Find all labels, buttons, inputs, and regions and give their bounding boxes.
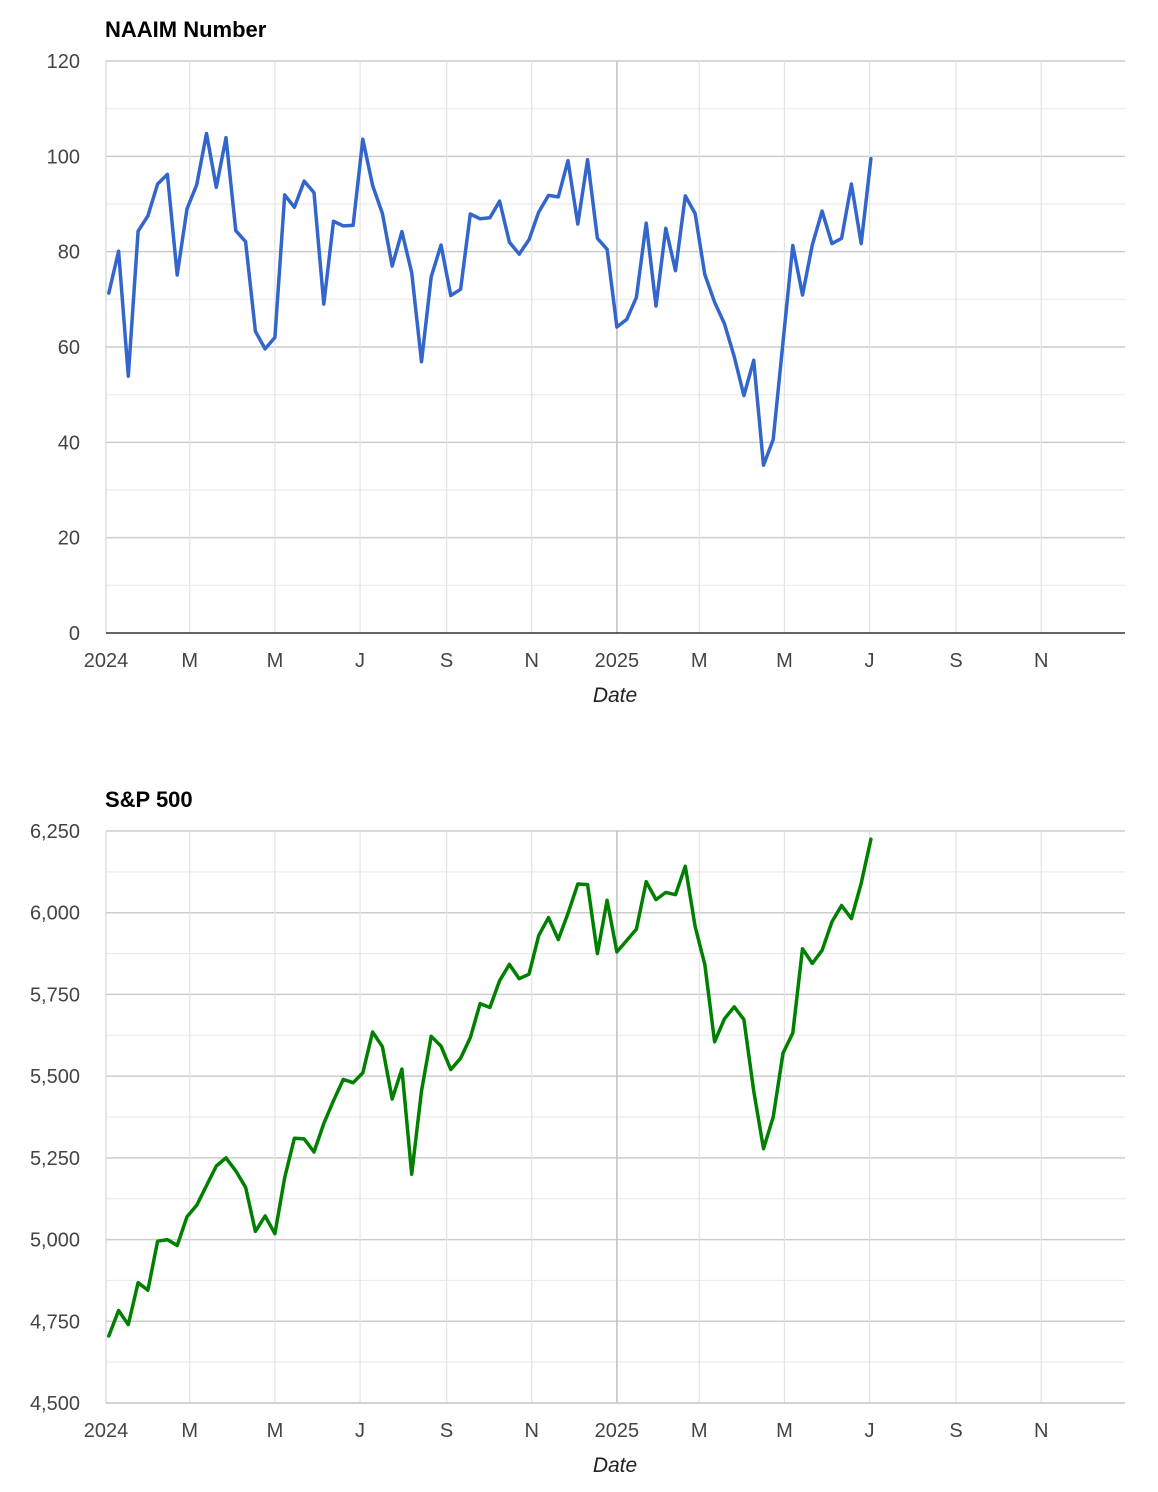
x-tick-label: M — [691, 650, 708, 672]
series-line — [107, 837, 873, 1338]
naaim-chart: NAAIM Number 0 20 40 60 80 100 120 2024 M M J S N 202… — [47, 17, 1125, 707]
x-tick-label: S — [949, 650, 962, 672]
x-axis-label: Date — [593, 684, 637, 707]
x-tick-label: M — [776, 650, 793, 672]
y-tick-label: 40 — [58, 432, 80, 454]
y-tick-label: 120 — [47, 51, 80, 73]
y-tick-label: 5,500 — [30, 1066, 80, 1088]
y-tick-label: 20 — [58, 528, 80, 550]
x-tick-label: M — [181, 650, 198, 672]
x-tick-label: 2024 — [84, 1420, 129, 1442]
y-tick-label: 5,750 — [30, 984, 80, 1006]
chart-title: S&P 500 — [105, 787, 193, 812]
x-tick-label: M — [691, 1420, 708, 1442]
y-tick-label: 6,000 — [30, 903, 80, 925]
chart-title: NAAIM Number — [105, 17, 267, 42]
x-tick-label: J — [865, 650, 875, 672]
y-tick-label: 4,750 — [30, 1311, 80, 1333]
x-tick-label: 2024 — [84, 650, 129, 672]
series-line — [107, 131, 873, 467]
sp500-chart: S&P 500 4,500 4,750 5,000 5,250 5,500 5,750 6,… — [0, 770, 1158, 1492]
x-tick-label: J — [355, 650, 365, 672]
x-tick-label: M — [181, 1420, 198, 1442]
naaim-chart-svg: NAAIM Number 0 20 40 60 80 100 120 2024 M M J S N 202… — [47, 17, 1125, 707]
x-axis-label: Date — [593, 1454, 637, 1477]
x-tick-label: N — [1034, 650, 1048, 672]
y-tick-label: 80 — [58, 242, 80, 264]
y-tick-label: 100 — [47, 146, 80, 168]
x-tick-label: N — [525, 650, 539, 672]
y-tick-label: 6,250 — [30, 821, 80, 843]
x-tick-label: N — [1034, 1420, 1048, 1442]
y-tick-label: 0 — [69, 623, 80, 645]
y-tick-label: 4,500 — [30, 1393, 80, 1415]
x-tick-label: S — [440, 650, 453, 672]
y-tick-label: 5,000 — [30, 1230, 80, 1252]
x-tick-label: S — [440, 1420, 453, 1442]
x-tick-label: J — [865, 1420, 875, 1442]
x-tick-label: 2025 — [595, 1420, 640, 1442]
x-tick-label: N — [525, 1420, 539, 1442]
x-tick-label: J — [355, 1420, 365, 1442]
y-tick-label: 5,250 — [30, 1148, 80, 1170]
y-tick-label: 60 — [58, 337, 80, 359]
x-tick-label: M — [267, 1420, 284, 1442]
x-tick-label: M — [267, 650, 284, 672]
x-tick-label: M — [776, 1420, 793, 1442]
x-tick-label: S — [949, 1420, 962, 1442]
sp500-chart-svg: S&P 500 4,500 4,750 5,000 5,250 5,500 5,750 6,… — [30, 787, 1125, 1477]
x-tick-label: 2025 — [595, 650, 640, 672]
